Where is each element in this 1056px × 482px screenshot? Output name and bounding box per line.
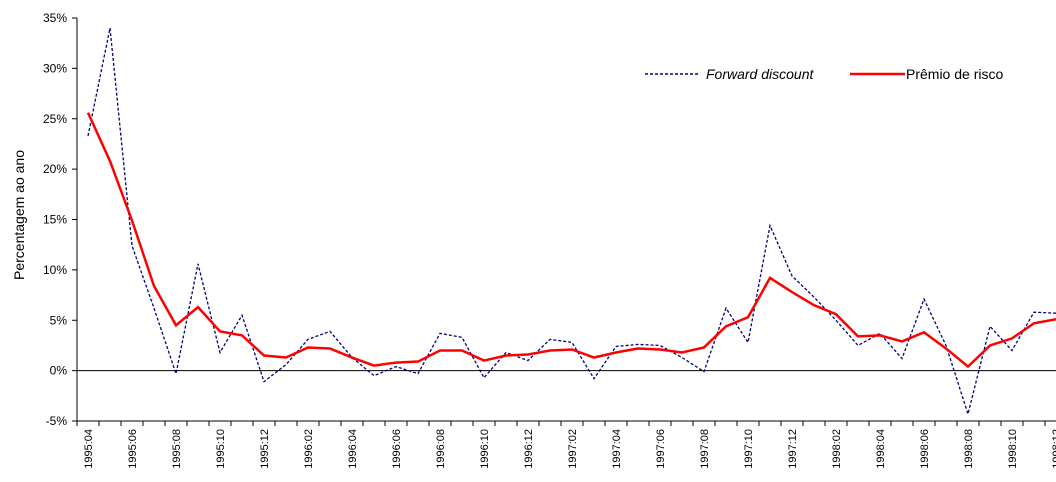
y-tick-label: 0% (50, 364, 68, 378)
y-tick-label: 10% (43, 263, 67, 277)
x-tick-label: 1996:06 (391, 429, 403, 469)
x-tick-label: 1995:04 (83, 429, 95, 469)
x-tick-label: 1995:08 (171, 429, 183, 469)
x-tick-label: 1996:12 (523, 429, 535, 469)
x-tick-label: 1998:08 (963, 429, 975, 469)
x-tick-label: 1997:04 (611, 429, 623, 469)
x-tick-label: 1996:04 (347, 429, 359, 469)
x-tick-label: 1995:10 (215, 429, 227, 469)
x-tick-label: 1995:06 (127, 429, 139, 469)
y-tick-label: 15% (43, 213, 67, 227)
x-tick-label: 1998:12 (1051, 429, 1056, 469)
x-tick-label: 1996:10 (479, 429, 491, 469)
x-tick-label: 1998:10 (1007, 429, 1019, 469)
legend-label: Forward discount (706, 66, 814, 82)
x-tick-label: 1996:08 (435, 429, 447, 469)
x-tick-label: 1997:02 (567, 429, 579, 469)
x-tick-label: 1998:06 (919, 429, 931, 469)
x-tick-label: 1998:04 (875, 429, 887, 469)
y-axis-label: Percentagem ao ano (11, 150, 27, 280)
y-tick-label: 25% (43, 112, 67, 126)
x-tick-label: 1997:06 (655, 429, 667, 469)
x-tick-label: 1997:12 (787, 429, 799, 469)
y-tick-label: 20% (43, 162, 67, 176)
y-tick-label: -5% (46, 414, 68, 428)
series-line (87, 27, 1056, 417)
y-tick-label: 30% (43, 61, 67, 75)
y-tick-label: 5% (50, 313, 68, 327)
x-tick-label: 1996:02 (303, 429, 315, 469)
x-tick-label: 1995:12 (259, 429, 271, 469)
x-tick-label: 1997:08 (699, 429, 711, 469)
y-tick-label: 35% (43, 11, 67, 25)
series-line (86, 112, 1056, 369)
x-tick-label: 1997:10 (743, 429, 755, 469)
x-tick-label: 1998:02 (831, 429, 843, 469)
legend-label: Prêmio de risco (906, 66, 1003, 82)
